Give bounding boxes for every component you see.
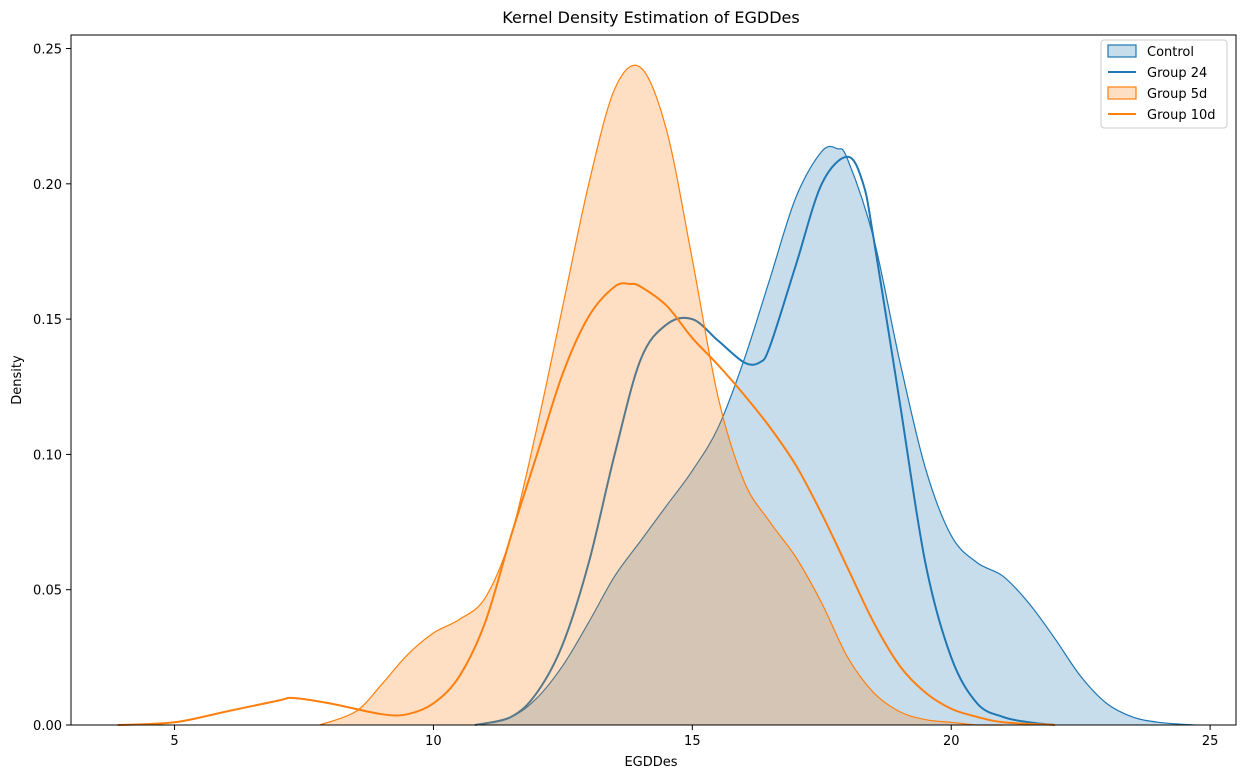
x-tick-label: 5 [170,734,178,749]
series-line-group-5d [319,64,1003,726]
legend-label-control: Control [1147,45,1194,60]
legend-label-group-10d: Group 10d [1147,108,1216,123]
series-line-group-24 [474,155,1055,726]
x-tick-label: 20 [943,734,960,749]
y-tick-label: 0.05 [33,584,62,599]
legend-label-group-5d: Group 5d [1147,87,1207,102]
y-tick-label: 0.10 [33,448,62,463]
series-layer [117,64,1195,726]
y-tick-label: 0.20 [33,178,62,193]
series-fill-control [474,146,1195,725]
y-axis-ticks: 0.00 0.05 0.10 0.15 0.20 0.25 [33,43,71,734]
plot-area [70,34,1237,726]
legend-frame [1100,39,1228,129]
legend: Control Group 24 Group 5d Group 10d [1100,39,1228,129]
y-tick-label: 0.15 [33,313,62,328]
x-tick-label: 25 [1202,734,1219,749]
series-line-control [474,145,1195,726]
y-tick-label: 0.00 [33,719,62,734]
x-axis-label: EGDDes [624,755,677,770]
y-tick-label: 0.25 [33,43,62,58]
legend-swatch-control [1107,44,1137,58]
x-tick-label: 15 [684,734,701,749]
series-line-group-10d [117,282,1055,726]
chart-title: Kernel Density Estimation of EGDDes [502,8,799,27]
legend-label-group-24: Group 24 [1147,66,1207,81]
legend-items: Control Group 24 Group 5d Group 10d [1107,44,1216,123]
plot-frame [70,34,1237,726]
y-axis-label: Density [10,355,25,405]
x-tick-label: 10 [425,734,442,749]
series-fill-group-5d [319,65,1003,726]
legend-swatch-group-5d [1107,86,1137,100]
x-axis-ticks: 5 10 15 20 25 [170,725,1218,749]
